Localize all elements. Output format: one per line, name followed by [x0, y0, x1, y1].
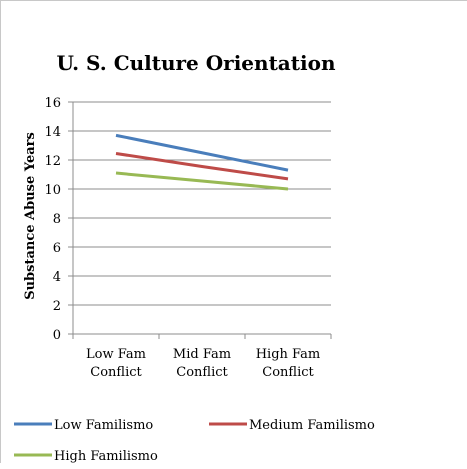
- gridlines: [73, 101, 331, 306]
- series-line: [115, 133, 289, 172]
- x-tick-label: High Fam Conflict: [256, 347, 321, 380]
- legend-label: High Familismo: [54, 449, 158, 464]
- axes: 0 2 4 6 8 10 12 14 16 Low Fam Conflict Mid Fam Confl…: [44, 96, 332, 380]
- y-tick-label: 2: [53, 299, 61, 314]
- legend: Low Familismo Medium Familismo High Famili…: [14, 418, 375, 464]
- legend-label: Low Familismo: [54, 418, 153, 433]
- chart-title: U. S. Culture Orientation: [57, 51, 336, 75]
- x-tick-label: Mid Fam Conflict: [173, 347, 231, 380]
- y-tick-label: 0: [53, 328, 61, 343]
- y-axis-label: Substance Abuse Years: [23, 132, 38, 300]
- legend-label: Medium Familismo: [249, 418, 375, 433]
- y-tick-label: 4: [53, 270, 61, 285]
- series-line: [115, 151, 289, 181]
- series-lines: [115, 133, 289, 191]
- x-tick-label: Low Fam Conflict: [86, 347, 146, 380]
- y-tick-label: 16: [44, 96, 61, 111]
- y-tick-label: 14: [44, 125, 61, 140]
- series-line: [115, 171, 289, 191]
- y-tick-label: 8: [53, 212, 61, 227]
- y-tick-label: 10: [44, 183, 61, 198]
- y-tick-label: 12: [44, 154, 61, 169]
- y-tick-label: 6: [53, 241, 61, 256]
